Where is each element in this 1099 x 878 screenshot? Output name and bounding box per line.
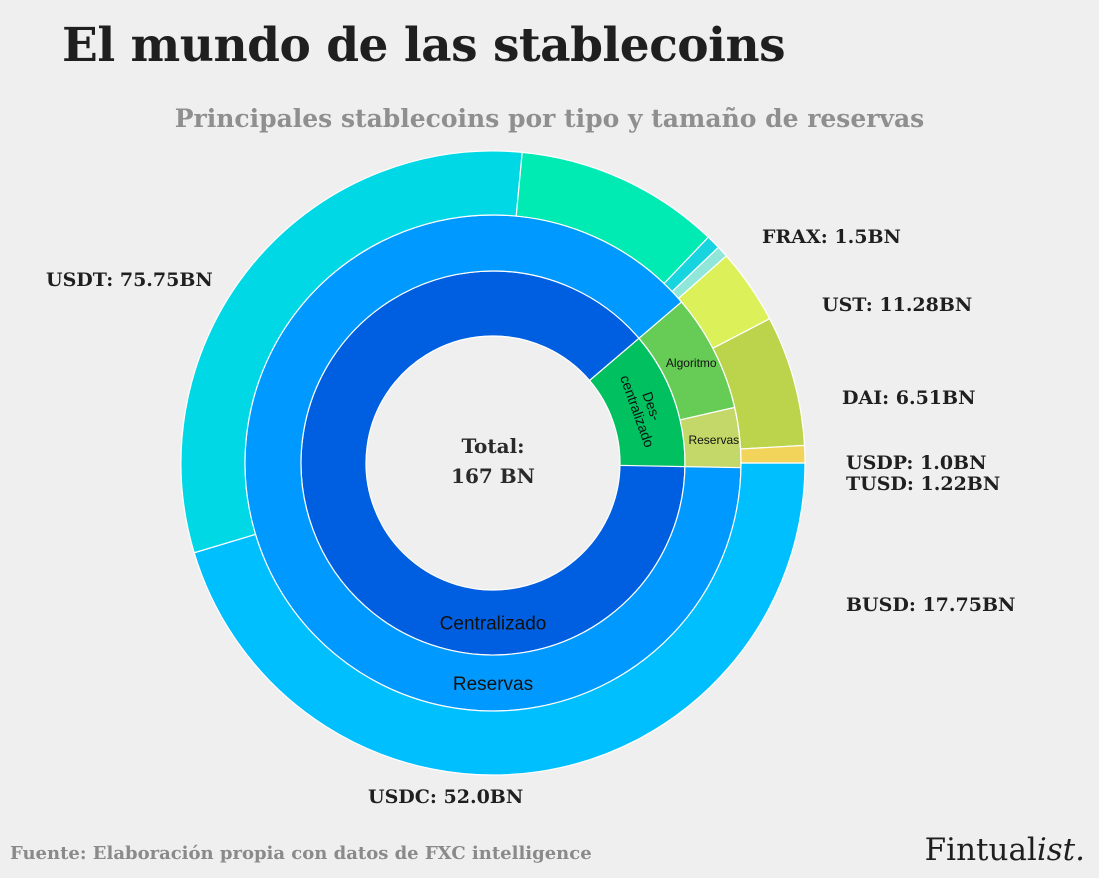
center-total-value: 167 BN bbox=[451, 464, 535, 488]
middle-label-0: Reservas bbox=[453, 674, 533, 695]
outer-ring-segment-1 bbox=[180, 150, 523, 554]
outer-ring-segment-0 bbox=[193, 462, 806, 776]
brand-accent: ist. bbox=[1036, 832, 1085, 868]
chart-subtitle: Principales stablecoins por tipo y tamañ… bbox=[174, 104, 925, 133]
outer-label-0: USDT: 75.75BN bbox=[46, 269, 213, 291]
outer-label-6: UST: 11.28BN bbox=[822, 294, 972, 316]
middle-label-1: Algoritmo bbox=[666, 356, 717, 370]
brand-logo: Fintualist. bbox=[925, 832, 1085, 868]
middle-label-2: Reservas bbox=[688, 433, 739, 447]
outer-label-3: TUSD: 1.22BN bbox=[846, 473, 1000, 495]
outer-label-1: USDC: 52.0BN bbox=[368, 786, 523, 808]
outer-ring-segment-7 bbox=[739, 444, 806, 464]
inner-label-0: Centralizado bbox=[440, 614, 547, 635]
source-note: Fuente: Elaboración propia con datos de … bbox=[10, 843, 592, 864]
chart-title: El mundo de las stablecoins bbox=[62, 18, 786, 73]
outer-label-5: DAI: 6.51BN bbox=[842, 387, 975, 409]
outer-label-7: FRAX: 1.5BN bbox=[762, 226, 901, 248]
outer-label-4: USDP: 1.0BN bbox=[846, 452, 987, 474]
brand-main: Fintual bbox=[924, 832, 1037, 868]
center-total-label: Total: bbox=[461, 434, 524, 458]
outer-label-2: BUSD: 17.75BN bbox=[846, 594, 1015, 616]
